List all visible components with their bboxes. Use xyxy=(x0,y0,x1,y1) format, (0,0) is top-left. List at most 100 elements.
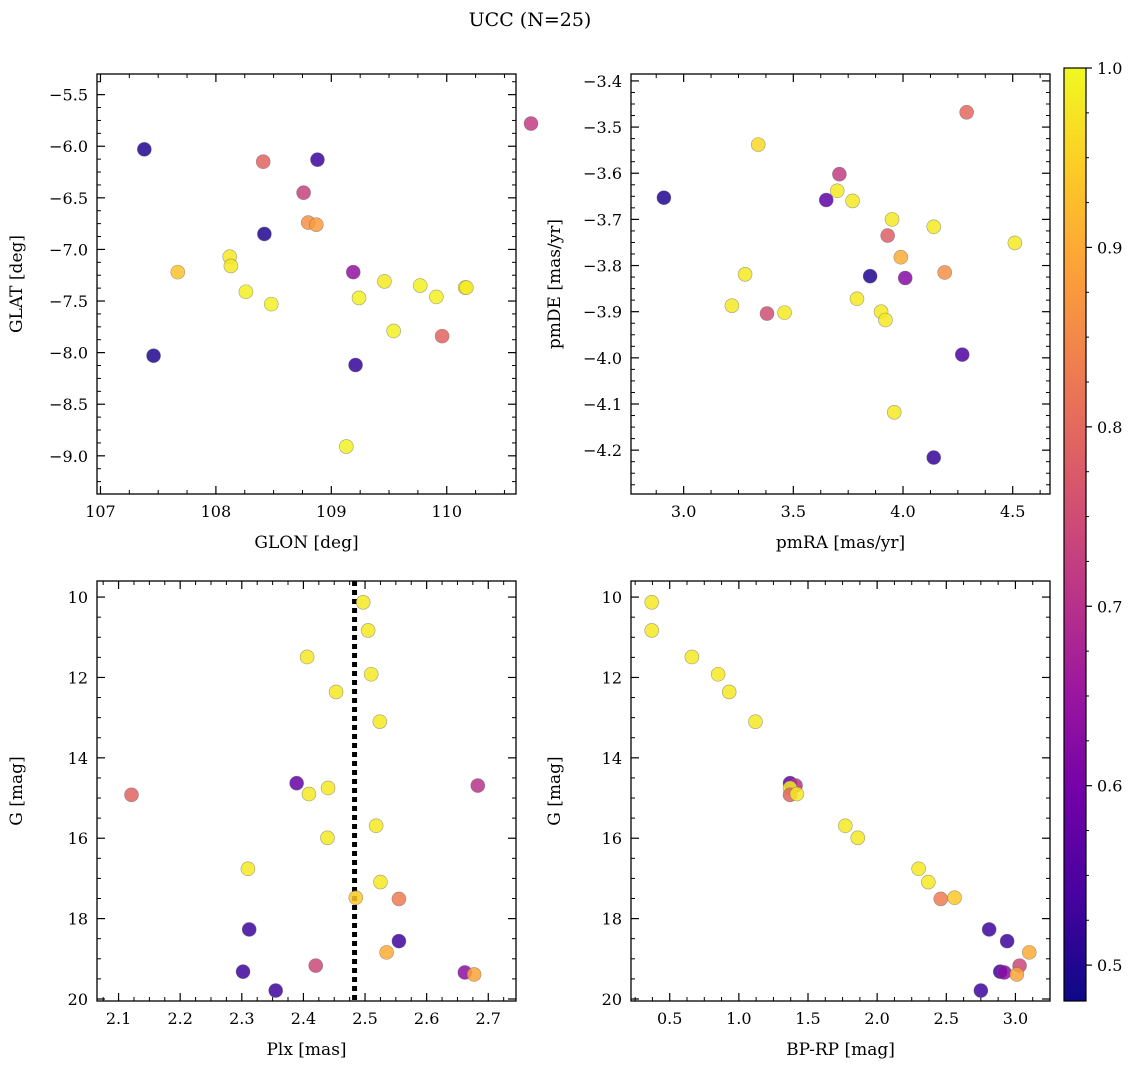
data-point xyxy=(997,965,1012,980)
y-tick-label: 10 xyxy=(68,588,88,607)
data-point xyxy=(880,228,895,243)
data-point xyxy=(849,291,865,307)
colorbar-tick-label: 0.8 xyxy=(1097,418,1122,437)
data-point xyxy=(328,684,344,700)
data-point xyxy=(301,786,317,802)
y-tick-label: 20 xyxy=(68,990,88,1009)
data-point xyxy=(466,967,482,982)
panel-bprp-g: 0.5 1.0 1.5 2.0 2.5 3.0 10 12 14 16 18 20 BP-RP [mag… xyxy=(545,580,1051,1060)
data-point xyxy=(710,666,726,682)
data-point xyxy=(921,874,936,890)
x-tick-label: 2.5 xyxy=(934,1009,959,1028)
colorbar-bar xyxy=(1063,67,1087,1002)
y-tick-label: −3.6 xyxy=(583,164,622,183)
colorbar-tick-label: 0.9 xyxy=(1097,238,1122,257)
data-point xyxy=(1007,235,1023,251)
y-tick-label: 20 xyxy=(602,990,622,1009)
y-tick-label: −6.5 xyxy=(49,189,88,208)
x-tick-label: 4.0 xyxy=(890,502,915,521)
data-point xyxy=(1021,945,1037,960)
x-tick-label: 108 xyxy=(201,502,232,521)
data-point xyxy=(818,192,834,208)
plot-frame xyxy=(96,73,517,495)
data-point xyxy=(310,152,325,167)
data-point xyxy=(748,714,763,729)
x-tick-label: 2.3 xyxy=(229,1009,254,1028)
data-point xyxy=(911,861,926,877)
data-point xyxy=(850,830,866,846)
data-point xyxy=(973,983,989,998)
data-point xyxy=(644,623,660,638)
y-axis-label: G [mag] xyxy=(545,756,565,825)
y-tick-label: −3.4 xyxy=(583,72,622,91)
data-point xyxy=(373,874,388,890)
x-tick-label: 109 xyxy=(316,502,347,521)
data-point xyxy=(884,212,900,227)
data-point xyxy=(240,861,256,877)
data-point xyxy=(926,219,942,235)
data-point xyxy=(391,933,407,949)
y-tick-label: −6.0 xyxy=(49,137,88,156)
data-point xyxy=(146,348,161,364)
data-point xyxy=(878,312,893,328)
x-tick-label: 1.5 xyxy=(795,1009,820,1028)
y-tick-label: −7.0 xyxy=(49,240,88,259)
x-axis-label: Plx [mas] xyxy=(266,1040,346,1060)
y-axis-label: G [mag] xyxy=(7,756,27,825)
data-point xyxy=(391,891,407,907)
data-point xyxy=(223,258,239,274)
plot-frame xyxy=(630,73,1051,495)
x-tick-label: 2.2 xyxy=(167,1009,192,1028)
y-tick-label: −3.7 xyxy=(583,210,622,229)
y-axis-label: pmDE [mas/yr] xyxy=(545,219,565,349)
data-point xyxy=(241,922,257,937)
x-tick-label: 3.5 xyxy=(781,502,806,521)
x-tick-label: 3.0 xyxy=(1003,1009,1028,1028)
data-point xyxy=(724,298,740,313)
data-point xyxy=(386,323,401,339)
data-point xyxy=(893,249,909,265)
data-point xyxy=(721,684,737,700)
y-tick-label: 18 xyxy=(602,910,622,929)
y-tick-label: −3.9 xyxy=(583,303,622,322)
data-point xyxy=(372,714,388,729)
data-point xyxy=(309,217,324,232)
x-axis-label: pmRA [mas/yr] xyxy=(776,533,905,553)
data-point xyxy=(759,306,775,321)
colorbar-tick-label: 0.6 xyxy=(1097,777,1122,796)
data-point xyxy=(348,890,364,906)
data-point xyxy=(238,284,254,300)
y-tick-label: 14 xyxy=(602,749,622,768)
y-tick-label: −7.5 xyxy=(49,292,88,311)
plot-frame xyxy=(630,580,1051,1002)
figure-title: UCC (N=25) xyxy=(469,9,592,31)
x-tick-label: 2.4 xyxy=(291,1009,316,1028)
data-point xyxy=(656,190,672,205)
data-point xyxy=(351,290,367,306)
data-point xyxy=(897,270,913,286)
x-tick-label: 2.7 xyxy=(476,1009,501,1028)
data-point xyxy=(296,185,311,200)
data-point xyxy=(737,267,753,282)
data-point xyxy=(263,296,279,312)
data-point xyxy=(832,166,847,182)
x-tick-label: 2.6 xyxy=(414,1009,439,1028)
data-point xyxy=(355,595,371,610)
y-tick-label: −5.5 xyxy=(49,86,88,105)
x-tick-label: 110 xyxy=(431,502,462,521)
data-point xyxy=(845,193,860,209)
colorbar-tick-label: 1.0 xyxy=(1097,59,1122,78)
y-tick-label: 10 xyxy=(602,588,622,607)
data-point xyxy=(255,154,271,170)
data-point xyxy=(999,933,1015,949)
data-point xyxy=(268,983,283,998)
y-tick-label: −8.5 xyxy=(49,395,88,414)
y-tick-label: −3.5 xyxy=(583,118,622,137)
data-point xyxy=(470,778,486,793)
data-point xyxy=(345,264,361,280)
y-tick-label: −9.0 xyxy=(49,447,88,466)
x-axis-label: BP-RP [mag] xyxy=(786,1040,895,1060)
y-tick-label: −4.1 xyxy=(583,395,622,414)
y-tick-label: 18 xyxy=(68,910,88,929)
data-point xyxy=(308,958,324,973)
